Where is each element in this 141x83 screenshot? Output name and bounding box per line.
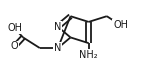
Text: O: O (11, 41, 18, 51)
Text: N: N (54, 22, 62, 32)
Text: OH: OH (7, 23, 22, 33)
Text: OH: OH (113, 20, 128, 30)
Text: N: N (54, 43, 62, 53)
Text: NH₂: NH₂ (79, 50, 98, 60)
